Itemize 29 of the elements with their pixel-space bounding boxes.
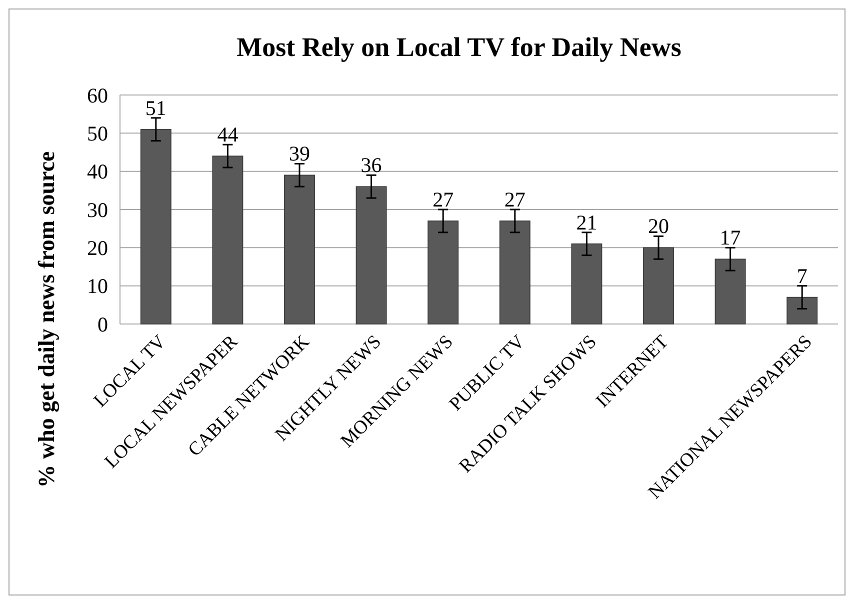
data-label: 51: [145, 96, 166, 120]
bar: [499, 220, 530, 324]
data-label: 39: [289, 142, 310, 166]
y-tick-label: 10: [87, 274, 108, 298]
y-axis-title: % who get daily news from source: [34, 151, 60, 488]
y-tick-label: 20: [87, 236, 108, 260]
data-label: 36: [360, 153, 382, 178]
y-tick-label: 0: [98, 312, 108, 336]
y-tick-label: 60: [87, 83, 108, 108]
bar: [140, 128, 172, 324]
bar: [643, 247, 674, 324]
data-label: 7: [796, 264, 808, 288]
y-tick-label: 30: [87, 198, 108, 222]
bar: [714, 258, 746, 324]
data-label: 44: [217, 122, 239, 147]
bar: [571, 243, 602, 324]
data-label: 21: [576, 210, 598, 234]
bar: [428, 220, 459, 324]
bar: [356, 186, 387, 324]
y-tick-label: 40: [87, 160, 108, 184]
bar: [284, 174, 315, 324]
data-label: 27: [504, 188, 526, 212]
bar: [786, 296, 818, 324]
y-tick-label: 50: [87, 122, 108, 146]
data-label: 17: [720, 226, 741, 250]
data-label: 20: [648, 214, 669, 238]
chart-title: Most Rely on Local TV for Daily News: [236, 32, 682, 62]
data-label: 27: [432, 188, 454, 212]
bar: [212, 156, 244, 324]
